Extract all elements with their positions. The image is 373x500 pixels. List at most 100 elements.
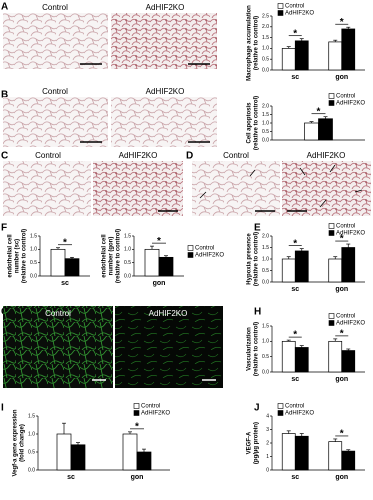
micrograph xyxy=(192,161,280,216)
bar xyxy=(136,451,152,471)
legend-label: Control xyxy=(336,314,355,320)
arrows xyxy=(199,164,363,208)
bar xyxy=(158,256,174,277)
y-axis-label: (relative to control) xyxy=(254,96,260,150)
significance: * xyxy=(63,237,67,248)
y-tick-label: 1.0 xyxy=(30,247,37,253)
bar xyxy=(281,433,296,471)
y-tick-label: 1.5 xyxy=(262,245,269,251)
significance: * xyxy=(340,429,344,440)
bar xyxy=(281,340,296,373)
y-tick-label: 0.5 xyxy=(262,268,269,274)
legend-swatch xyxy=(277,3,284,9)
significance: * xyxy=(293,330,297,341)
bar xyxy=(294,347,309,373)
significance: * xyxy=(157,236,161,247)
y-axis-label: number (gon) xyxy=(109,237,115,276)
y-tick-label: 1.0 xyxy=(124,247,131,253)
legend-label: Control xyxy=(285,404,304,410)
y-tick-label: 0.5 xyxy=(262,129,269,135)
y-axis-label: VEGF-A xyxy=(247,431,253,454)
legend-swatch xyxy=(328,313,335,319)
y-tick-label: 4 xyxy=(266,413,269,419)
micrograph xyxy=(93,161,183,216)
bar xyxy=(328,340,343,373)
y-tick-label: 0.0 xyxy=(30,273,37,279)
image-label: Control xyxy=(35,151,61,160)
panel-label: C xyxy=(1,151,8,162)
y-tick-label: 0 xyxy=(266,467,269,473)
x-tick-label: sc xyxy=(291,74,299,81)
y-tick-label: 1.5 xyxy=(124,233,131,239)
legend-swatch xyxy=(187,252,194,258)
y-tick-label: 0.0 xyxy=(28,467,35,473)
y-tick-label: 1.5 xyxy=(30,233,37,239)
y-tick-label: 1.0 xyxy=(262,120,269,126)
y-tick-label: 0.5 xyxy=(262,354,269,360)
x-tick-label: sc xyxy=(291,474,299,481)
y-axis-label: (relative to control) xyxy=(254,322,260,376)
significance: * xyxy=(293,238,297,249)
y-axis-label: (relative to control) xyxy=(116,229,122,283)
y-tick-label: 2.0 xyxy=(262,103,269,109)
legend-label: AdHIF2KO xyxy=(285,411,314,417)
legend-swatch xyxy=(133,410,140,416)
legend-swatch xyxy=(328,320,335,326)
y-tick-label: 1.5 xyxy=(262,112,269,118)
x-tick-label: sc xyxy=(291,286,299,293)
bar xyxy=(56,433,72,471)
micrograph xyxy=(115,306,223,388)
y-tick-label: 0.0 xyxy=(262,67,269,73)
y-axis-label: number (sc) xyxy=(15,239,21,273)
image-label: AdHIF2KO xyxy=(119,151,158,160)
y-tick-label: 2 xyxy=(266,440,269,446)
significance: * xyxy=(317,106,321,117)
legend-label: Control xyxy=(285,4,304,10)
legend-label: AdHIF2KO xyxy=(336,231,365,237)
x-tick-label: gon xyxy=(335,286,348,293)
legend-label: AdHIF2KO xyxy=(285,11,314,17)
y-tick-label: 2.0 xyxy=(262,233,269,239)
panel-label: A xyxy=(1,2,8,13)
significance: * xyxy=(340,17,344,28)
y-tick-label: 2.0 xyxy=(262,24,269,30)
y-axis-label: (fold change) xyxy=(20,424,26,462)
y-tick-label: 1.5 xyxy=(28,413,35,419)
bar xyxy=(304,122,319,141)
x-tick-label: sc xyxy=(291,376,299,383)
y-tick-label: 1.0 xyxy=(28,431,35,437)
legend-swatch xyxy=(277,403,284,409)
bar xyxy=(281,258,296,283)
legend-swatch xyxy=(277,10,284,16)
bar xyxy=(64,258,80,277)
bar xyxy=(294,250,309,283)
image-label: AdHIF2KO xyxy=(307,151,346,160)
micrograph xyxy=(3,161,91,216)
legend-swatch xyxy=(187,245,194,251)
y-tick-label: 0.5 xyxy=(262,57,269,63)
bar xyxy=(294,40,309,71)
y-tick-label: 0.5 xyxy=(124,260,131,266)
y-axis-label: (relative to control) xyxy=(254,232,260,286)
x-tick-label: gon xyxy=(131,474,144,481)
legend-label: Control xyxy=(336,94,355,100)
bar xyxy=(341,350,356,373)
panel-label: B xyxy=(1,90,8,101)
legend-swatch xyxy=(328,93,335,99)
bar xyxy=(318,118,333,141)
image-label: AdHIF2KO xyxy=(146,87,185,96)
micrograph xyxy=(3,13,108,69)
y-tick-label: 0.0 xyxy=(262,279,269,285)
micrograph xyxy=(282,161,371,216)
bar xyxy=(328,41,343,71)
legend-label: AdHIF2KO xyxy=(141,411,170,417)
y-axis-label: Vascularization xyxy=(247,327,253,371)
y-tick-label: 0.5 xyxy=(30,260,37,266)
bar xyxy=(341,28,356,71)
y-tick-label: 0.0 xyxy=(262,137,269,143)
legend-label: AdHIF2KO xyxy=(336,101,365,107)
y-axis-label: (relative to control) xyxy=(254,16,260,70)
